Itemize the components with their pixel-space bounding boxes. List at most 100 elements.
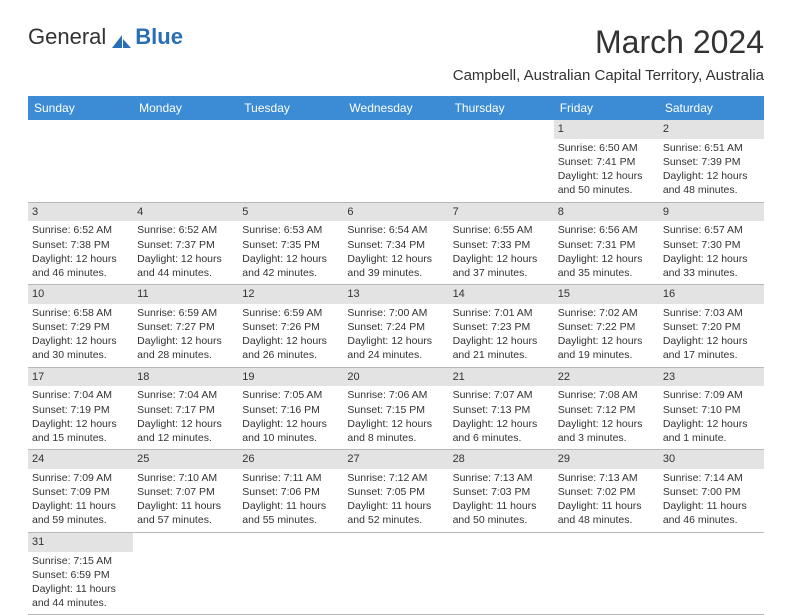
sunrise-line: Sunrise: 7:04 AM (32, 388, 129, 402)
day-number: 30 (659, 450, 764, 469)
sunrise-line: Sunrise: 7:03 AM (663, 306, 760, 320)
sunset-line: Sunset: 7:19 PM (32, 403, 129, 417)
calendar-day: 9Sunrise: 6:57 AMSunset: 7:30 PMDaylight… (659, 202, 764, 285)
day-number: 28 (449, 450, 554, 469)
sunrise-line: Sunrise: 6:59 AM (242, 306, 339, 320)
daylight-line: Daylight: 12 hours and 35 minutes. (558, 252, 655, 280)
calendar-day: 23Sunrise: 7:09 AMSunset: 7:10 PMDayligh… (659, 367, 764, 450)
calendar-day: 28Sunrise: 7:13 AMSunset: 7:03 PMDayligh… (449, 450, 554, 533)
calendar-empty (133, 532, 238, 615)
sunset-line: Sunset: 7:35 PM (242, 238, 339, 252)
sunset-line: Sunset: 7:27 PM (137, 320, 234, 334)
sunset-line: Sunset: 7:33 PM (453, 238, 550, 252)
calendar-empty (343, 120, 448, 202)
calendar-day: 18Sunrise: 7:04 AMSunset: 7:17 PMDayligh… (133, 367, 238, 450)
calendar-row: 10Sunrise: 6:58 AMSunset: 7:29 PMDayligh… (28, 285, 764, 368)
calendar-empty (554, 532, 659, 615)
calendar-day: 8Sunrise: 6:56 AMSunset: 7:31 PMDaylight… (554, 202, 659, 285)
title-block: March 2024 Campbell, Australian Capital … (453, 24, 764, 92)
sunset-line: Sunset: 7:23 PM (453, 320, 550, 334)
calendar-day: 5Sunrise: 6:53 AMSunset: 7:35 PMDaylight… (238, 202, 343, 285)
sunrise-line: Sunrise: 7:09 AM (663, 388, 760, 402)
day-number: 18 (133, 368, 238, 387)
calendar-day: 10Sunrise: 6:58 AMSunset: 7:29 PMDayligh… (28, 285, 133, 368)
calendar-day: 12Sunrise: 6:59 AMSunset: 7:26 PMDayligh… (238, 285, 343, 368)
day-number: 9 (659, 203, 764, 222)
sunrise-line: Sunrise: 6:59 AM (137, 306, 234, 320)
sunrise-line: Sunrise: 7:12 AM (347, 471, 444, 485)
daylight-line: Daylight: 12 hours and 12 minutes. (137, 417, 234, 445)
sunrise-line: Sunrise: 6:56 AM (558, 223, 655, 237)
day-number: 26 (238, 450, 343, 469)
daylight-line: Daylight: 11 hours and 55 minutes. (242, 499, 339, 527)
daylight-line: Daylight: 12 hours and 33 minutes. (663, 252, 760, 280)
daylight-line: Daylight: 11 hours and 59 minutes. (32, 499, 129, 527)
sunset-line: Sunset: 7:30 PM (663, 238, 760, 252)
day-number: 19 (238, 368, 343, 387)
day-number: 24 (28, 450, 133, 469)
sunset-line: Sunset: 6:59 PM (32, 568, 129, 582)
calendar-empty (449, 532, 554, 615)
sunrise-line: Sunrise: 7:10 AM (137, 471, 234, 485)
day-number: 3 (28, 203, 133, 222)
sunset-line: Sunset: 7:26 PM (242, 320, 339, 334)
sunrise-line: Sunrise: 7:02 AM (558, 306, 655, 320)
sunrise-line: Sunrise: 7:15 AM (32, 554, 129, 568)
logo-text-1: General (28, 24, 106, 50)
logo-sail-icon (110, 29, 132, 45)
calendar-row: 31Sunrise: 7:15 AMSunset: 6:59 PMDayligh… (28, 532, 764, 615)
sunset-line: Sunset: 7:22 PM (558, 320, 655, 334)
calendar-day: 16Sunrise: 7:03 AMSunset: 7:20 PMDayligh… (659, 285, 764, 368)
daylight-line: Daylight: 12 hours and 15 minutes. (32, 417, 129, 445)
calendar-empty (28, 120, 133, 202)
calendar-table: SundayMondayTuesdayWednesdayThursdayFrid… (28, 96, 764, 615)
sunrise-line: Sunrise: 7:08 AM (558, 388, 655, 402)
day-number: 31 (28, 533, 133, 552)
sunset-line: Sunset: 7:15 PM (347, 403, 444, 417)
sunset-line: Sunset: 7:20 PM (663, 320, 760, 334)
sunset-line: Sunset: 7:10 PM (663, 403, 760, 417)
calendar-day: 11Sunrise: 6:59 AMSunset: 7:27 PMDayligh… (133, 285, 238, 368)
calendar-empty (238, 120, 343, 202)
day-number: 20 (343, 368, 448, 387)
calendar-day: 17Sunrise: 7:04 AMSunset: 7:19 PMDayligh… (28, 367, 133, 450)
daylight-line: Daylight: 12 hours and 24 minutes. (347, 334, 444, 362)
sunrise-line: Sunrise: 6:58 AM (32, 306, 129, 320)
sunrise-line: Sunrise: 7:14 AM (663, 471, 760, 485)
calendar-day: 24Sunrise: 7:09 AMSunset: 7:09 PMDayligh… (28, 450, 133, 533)
calendar-empty (449, 120, 554, 202)
sunset-line: Sunset: 7:31 PM (558, 238, 655, 252)
day-number: 29 (554, 450, 659, 469)
calendar-empty (659, 532, 764, 615)
day-number: 23 (659, 368, 764, 387)
sunrise-line: Sunrise: 7:01 AM (453, 306, 550, 320)
weekday-header: Monday (133, 96, 238, 120)
day-number: 6 (343, 203, 448, 222)
daylight-line: Daylight: 11 hours and 48 minutes. (558, 499, 655, 527)
calendar-day: 27Sunrise: 7:12 AMSunset: 7:05 PMDayligh… (343, 450, 448, 533)
day-number: 15 (554, 285, 659, 304)
weekday-header: Saturday (659, 96, 764, 120)
sunrise-line: Sunrise: 6:53 AM (242, 223, 339, 237)
day-number: 5 (238, 203, 343, 222)
sunset-line: Sunset: 7:12 PM (558, 403, 655, 417)
day-number: 8 (554, 203, 659, 222)
calendar-day: 7Sunrise: 6:55 AMSunset: 7:33 PMDaylight… (449, 202, 554, 285)
calendar-day: 15Sunrise: 7:02 AMSunset: 7:22 PMDayligh… (554, 285, 659, 368)
calendar-day: 26Sunrise: 7:11 AMSunset: 7:06 PMDayligh… (238, 450, 343, 533)
sunrise-line: Sunrise: 7:04 AM (137, 388, 234, 402)
calendar-day: 4Sunrise: 6:52 AMSunset: 7:37 PMDaylight… (133, 202, 238, 285)
sunrise-line: Sunrise: 6:55 AM (453, 223, 550, 237)
sunset-line: Sunset: 7:39 PM (663, 155, 760, 169)
sunrise-line: Sunrise: 7:07 AM (453, 388, 550, 402)
daylight-line: Daylight: 12 hours and 48 minutes. (663, 169, 760, 197)
daylight-line: Daylight: 12 hours and 30 minutes. (32, 334, 129, 362)
calendar-header: SundayMondayTuesdayWednesdayThursdayFrid… (28, 96, 764, 120)
sunrise-line: Sunrise: 6:57 AM (663, 223, 760, 237)
sunset-line: Sunset: 7:02 PM (558, 485, 655, 499)
weekday-header: Thursday (449, 96, 554, 120)
sunset-line: Sunset: 7:34 PM (347, 238, 444, 252)
calendar-day: 19Sunrise: 7:05 AMSunset: 7:16 PMDayligh… (238, 367, 343, 450)
sunset-line: Sunset: 7:37 PM (137, 238, 234, 252)
calendar-day: 3Sunrise: 6:52 AMSunset: 7:38 PMDaylight… (28, 202, 133, 285)
